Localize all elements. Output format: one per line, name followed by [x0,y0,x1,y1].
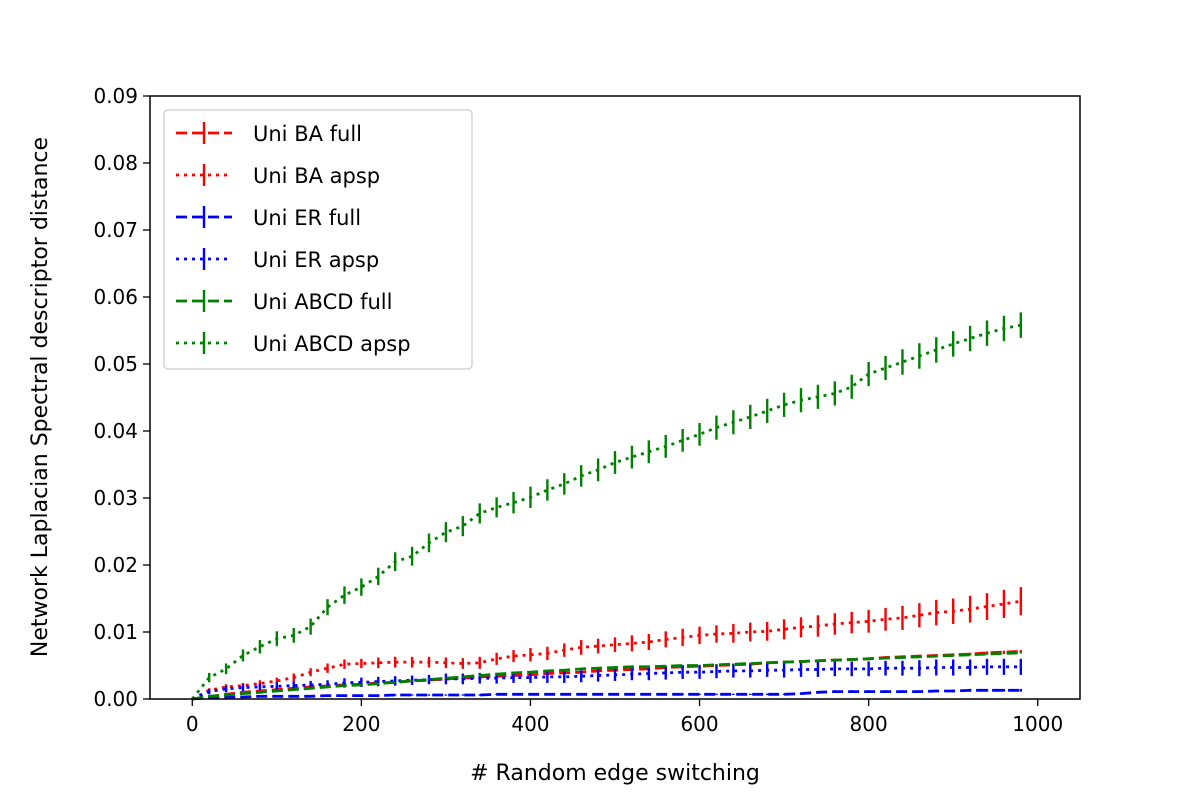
series-line [191,665,1021,701]
y-tick-label: 0.06 [93,285,138,309]
series-line [192,651,1021,701]
legend-label: Uni BA apsp [253,164,380,188]
legend-entry: Uni ABCD full [176,290,392,314]
x-tick-label: 400 [511,712,549,736]
x-tick-label: 200 [342,712,380,736]
legend-entry: Uni BA full [176,122,362,146]
series-line [191,599,1022,701]
legend-box [163,109,473,370]
y-tick-label: 0.05 [93,352,138,376]
y-tick-label: 0.04 [93,419,138,443]
x-tick-label: 0 [186,712,199,736]
x-axis-ticks: 0 200 400 600 800 1000 [186,699,1063,736]
legend-entry: Uni ABCD apsp [176,332,411,356]
y-axis-label: Network Laplacian Spectral descriptor di… [28,137,53,657]
y-tick-label: 0.03 [93,486,138,510]
series-line [191,323,1022,700]
legend-entry: Uni ER full [176,206,361,230]
series-uni-abcd-apsp [191,312,1023,700]
legend: Uni BA full Uni BA apsp Uni ER full Uni ER … [163,109,473,370]
legend-entry: Uni BA apsp [176,164,380,188]
series-uni-abcd-full [192,651,1023,701]
legend-label: Uni ABCD apsp [253,332,411,356]
x-tick-label: 1000 [1012,712,1063,736]
y-tick-label: 0.01 [93,620,138,644]
series-uni-ba-apsp [191,587,1023,701]
x-axis-label: # Random edge switching [470,761,760,786]
x-tick-label: 800 [850,712,888,736]
legend-label: Uni ER apsp [253,248,379,272]
legend-label: Uni BA full [253,122,362,146]
y-tick-label: 0.07 [93,218,138,242]
y-tick-label: 0.08 [93,151,138,175]
y-tick-label: 0.02 [93,553,138,577]
y-axis-ticks: 0.00 0.01 0.02 0.03 0.04 0.05 0.06 0.07 0.08 0.09 [93,84,150,711]
x-tick-label: 600 [680,712,718,736]
series-layer [191,312,1023,701]
series-line [192,688,1021,701]
legend-label: Uni ABCD full [253,290,392,314]
legend-label: Uni ER full [253,206,361,230]
legend-entry: Uni ER apsp [176,248,379,272]
y-tick-label: 0.09 [93,84,138,108]
y-tick-label: 0.00 [93,687,138,711]
series-uni-er-full [192,688,1023,701]
plot-frame [149,95,1081,700]
